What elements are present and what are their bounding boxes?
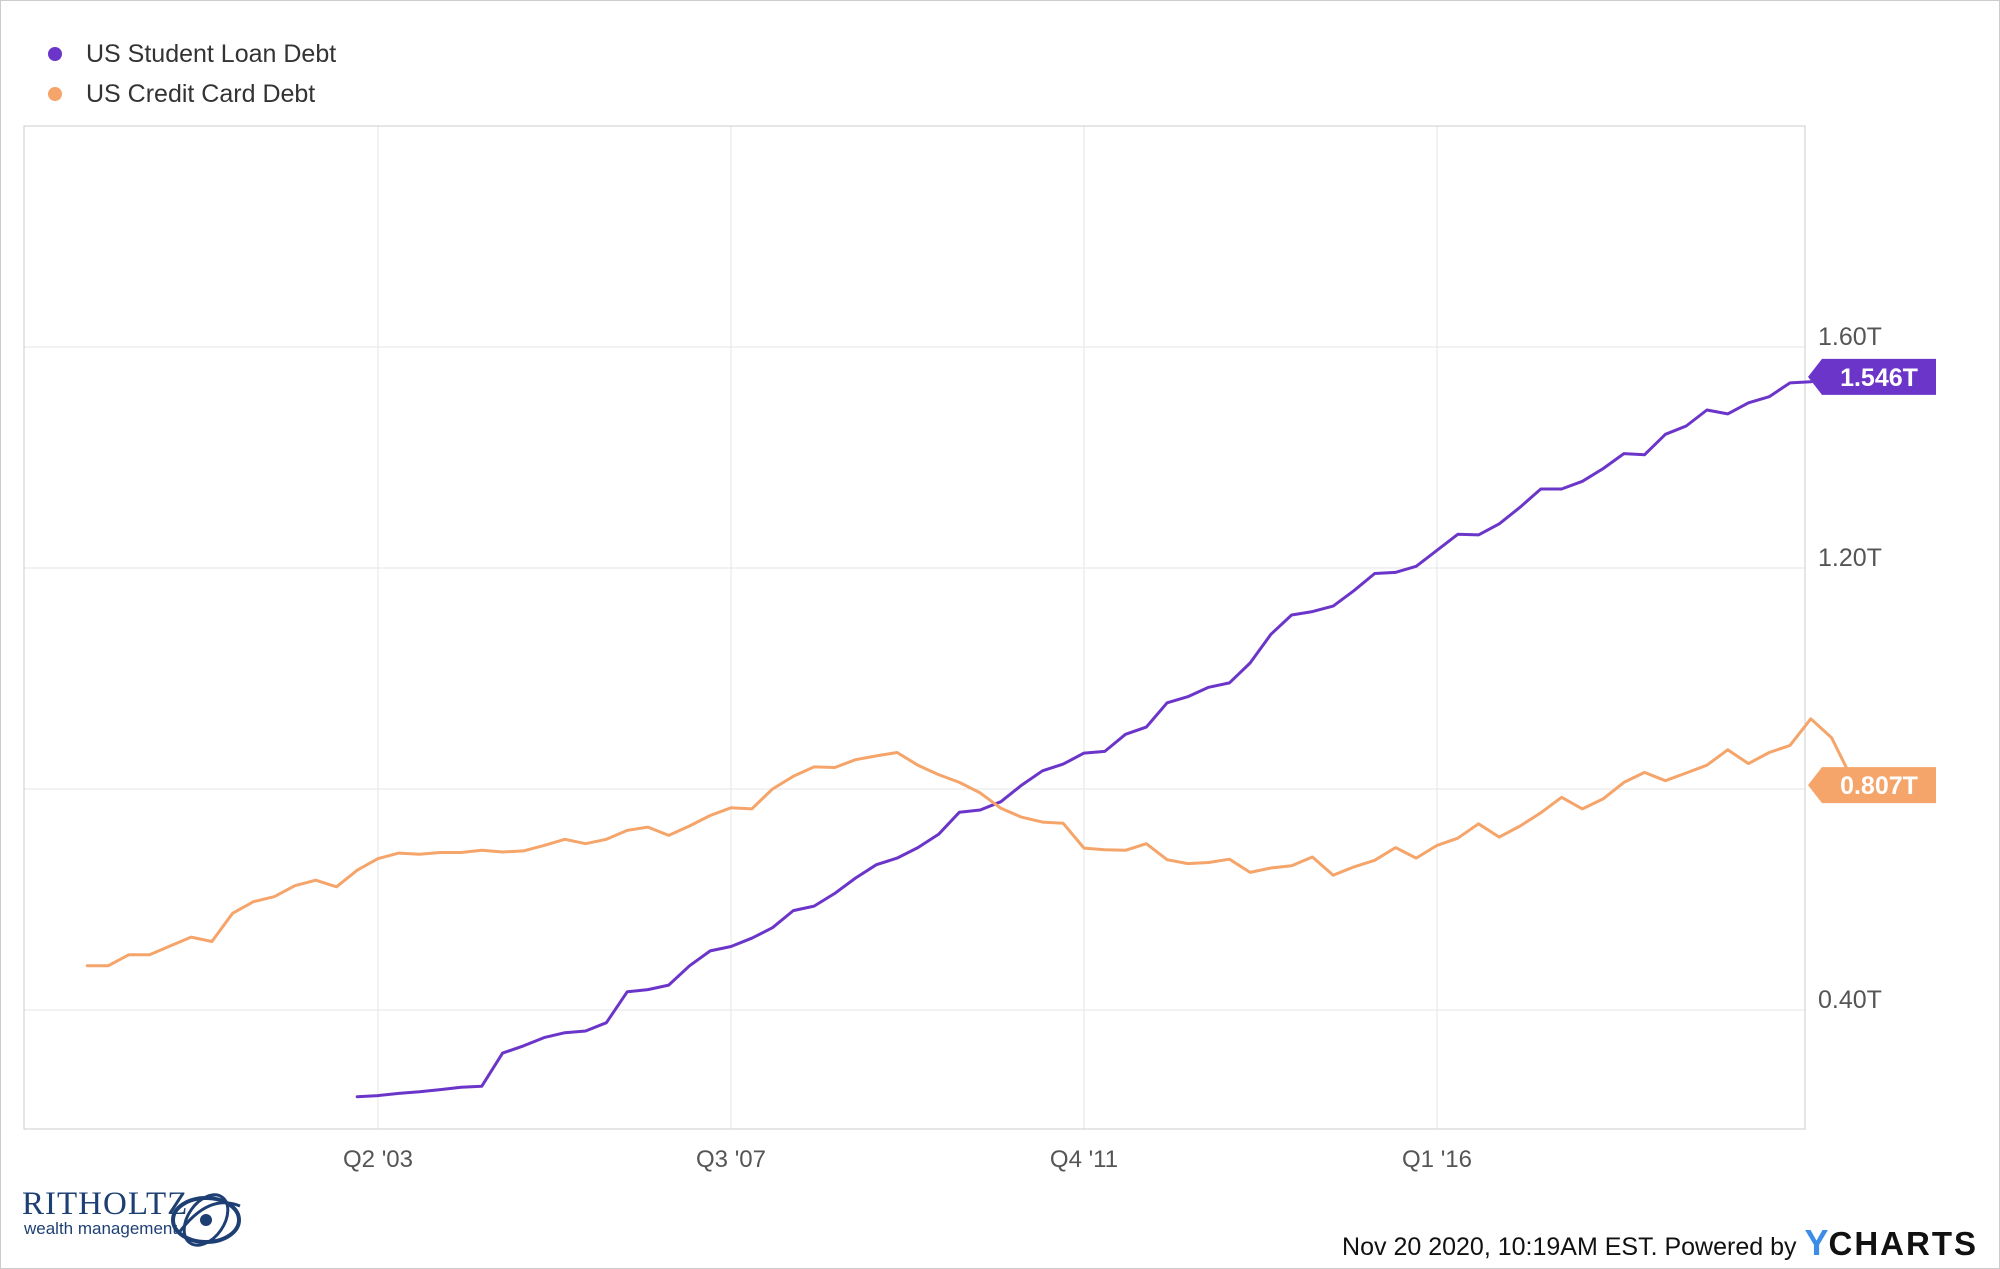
- credit-text: Nov 20 2020, 10:19AM EST. Powered by: [1342, 1233, 1797, 1261]
- plot-area-border: [23, 125, 1806, 1130]
- value-labels: 1.546T 0.807T: [1808, 358, 1936, 804]
- value-tag-background: [1808, 767, 1936, 804]
- grid-layer: [24, 126, 1805, 1129]
- legend-item-student-loan[interactable]: US Student Loan Debt: [48, 34, 336, 74]
- footer-credit: Nov 20 2020, 10:19AM EST. Powered by Y C…: [1342, 1222, 1978, 1264]
- legend-label-student-loan: US Student Loan Debt: [86, 39, 337, 68]
- ritholtz-logo: RITHOLTZ wealth management: [22, 1186, 241, 1247]
- value-tag-student-loan: 1.546T: [1808, 358, 1936, 395]
- value-tag-background: [1808, 358, 1936, 395]
- value-tag-text: 0.807T: [1840, 772, 1918, 800]
- series-line-student-loan: [355, 375, 1833, 1099]
- legend-item-credit-card[interactable]: US Credit Card Debt: [48, 74, 336, 114]
- value-tag-credit-card: 0.807T: [1808, 767, 1936, 804]
- x-tick-label: Q3 '07: [696, 1146, 766, 1173]
- value-tag-text: 1.546T: [1840, 364, 1918, 392]
- logo-emblem-icon: [171, 1193, 241, 1247]
- legend-dot-student-loan: [48, 47, 62, 61]
- y-tick-label: 1.20T: [1818, 544, 1882, 572]
- y-tick-label: 1.60T: [1818, 323, 1882, 351]
- y-axis: 0.40T 1.20T 1.60T: [1818, 323, 1882, 1014]
- series-line-credit-card: [85, 717, 1875, 968]
- logo-main-text: RITHOLTZ: [22, 1186, 189, 1222]
- ycharts-logo-text[interactable]: CHARTS: [1828, 1225, 1978, 1262]
- legend-dot-credit-card: [48, 87, 62, 101]
- series-layer: [85, 375, 1875, 1099]
- legend-label-credit-card: US Credit Card Debt: [86, 79, 316, 108]
- ycharts-logo-y[interactable]: Y: [1804, 1222, 1829, 1263]
- legend: US Student Loan Debt US Credit Card Debt: [48, 34, 336, 114]
- logo-sub-text: wealth management: [24, 1219, 178, 1238]
- x-tick-label: Q1 '16: [1402, 1146, 1472, 1173]
- y-tick-label: 0.40T: [1818, 986, 1882, 1014]
- x-axis: Q2 '03 Q3 '07 Q4 '11 Q1 '16: [343, 1146, 1472, 1173]
- x-tick-label: Q4 '11: [1050, 1146, 1118, 1173]
- x-tick-label: Q2 '03: [343, 1146, 413, 1173]
